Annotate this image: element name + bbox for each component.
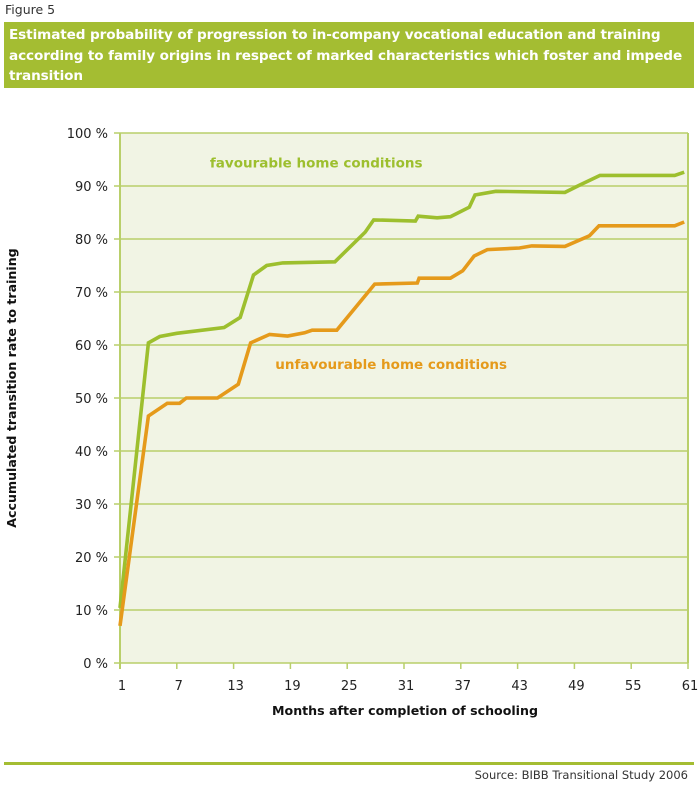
gridlines <box>114 132 689 669</box>
x-tick-label: 7 <box>175 679 183 694</box>
x-tick-label: 43 <box>511 679 528 694</box>
y-tick-label: 100 % <box>67 127 108 142</box>
x-tick-label: 25 <box>341 679 358 694</box>
y-tick-label: 0 % <box>83 657 108 672</box>
y-axis-ticks: 0 % 10 % 20 % 30 % 40 % 50 % 60 % 70 % 80 % 90 % 1… <box>67 127 108 672</box>
unfavourable-series-label: unfavourable home conditions <box>275 357 507 373</box>
y-tick-label: 10 % <box>75 604 108 619</box>
y-tick-label: 30 % <box>75 498 108 513</box>
bottom-divider <box>4 762 694 765</box>
x-tick-label: 49 <box>568 679 585 694</box>
y-tick-label: 50 % <box>75 392 108 407</box>
y-tick-label: 40 % <box>75 445 108 460</box>
y-tick-label: 20 % <box>75 551 108 566</box>
x-axis-ticks: 1 7 13 19 25 31 37 43 49 55 61 <box>118 663 698 694</box>
x-tick-label: 37 <box>455 679 472 694</box>
y-tick-label: 90 % <box>75 180 108 195</box>
x-tick-label: 19 <box>284 679 301 694</box>
y-tick-label: 80 % <box>75 233 108 248</box>
x-axis-label: Months after completion of schooling <box>272 703 538 718</box>
x-tick-label: 13 <box>227 679 244 694</box>
x-tick-label: 31 <box>398 679 415 694</box>
title-bar: Estimated probability of progression to … <box>4 22 694 88</box>
favourable-series-line <box>118 170 685 609</box>
series-group <box>118 170 685 627</box>
y-tick-label: 60 % <box>75 339 108 354</box>
source-note: Source: BIBB Transitional Study 2006 <box>474 768 688 782</box>
series-labels: favourable home conditions unfavourable h… <box>210 155 507 372</box>
figure-label: Figure 5 <box>5 2 56 17</box>
chart-title: Estimated probability of progression to … <box>9 27 683 84</box>
x-tick-label: 61 <box>682 679 699 694</box>
favourable-series-label: favourable home conditions <box>210 155 423 171</box>
x-tick-label: 1 <box>118 679 126 694</box>
x-tick-label: 55 <box>625 679 642 694</box>
y-tick-label: 70 % <box>75 286 108 301</box>
unfavourable-series-line <box>118 220 685 627</box>
y-axis-label: Accumulated transition rate to training <box>4 248 19 528</box>
